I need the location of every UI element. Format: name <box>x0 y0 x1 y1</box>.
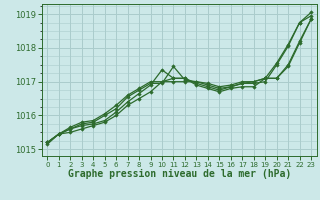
X-axis label: Graphe pression niveau de la mer (hPa): Graphe pression niveau de la mer (hPa) <box>68 169 291 179</box>
